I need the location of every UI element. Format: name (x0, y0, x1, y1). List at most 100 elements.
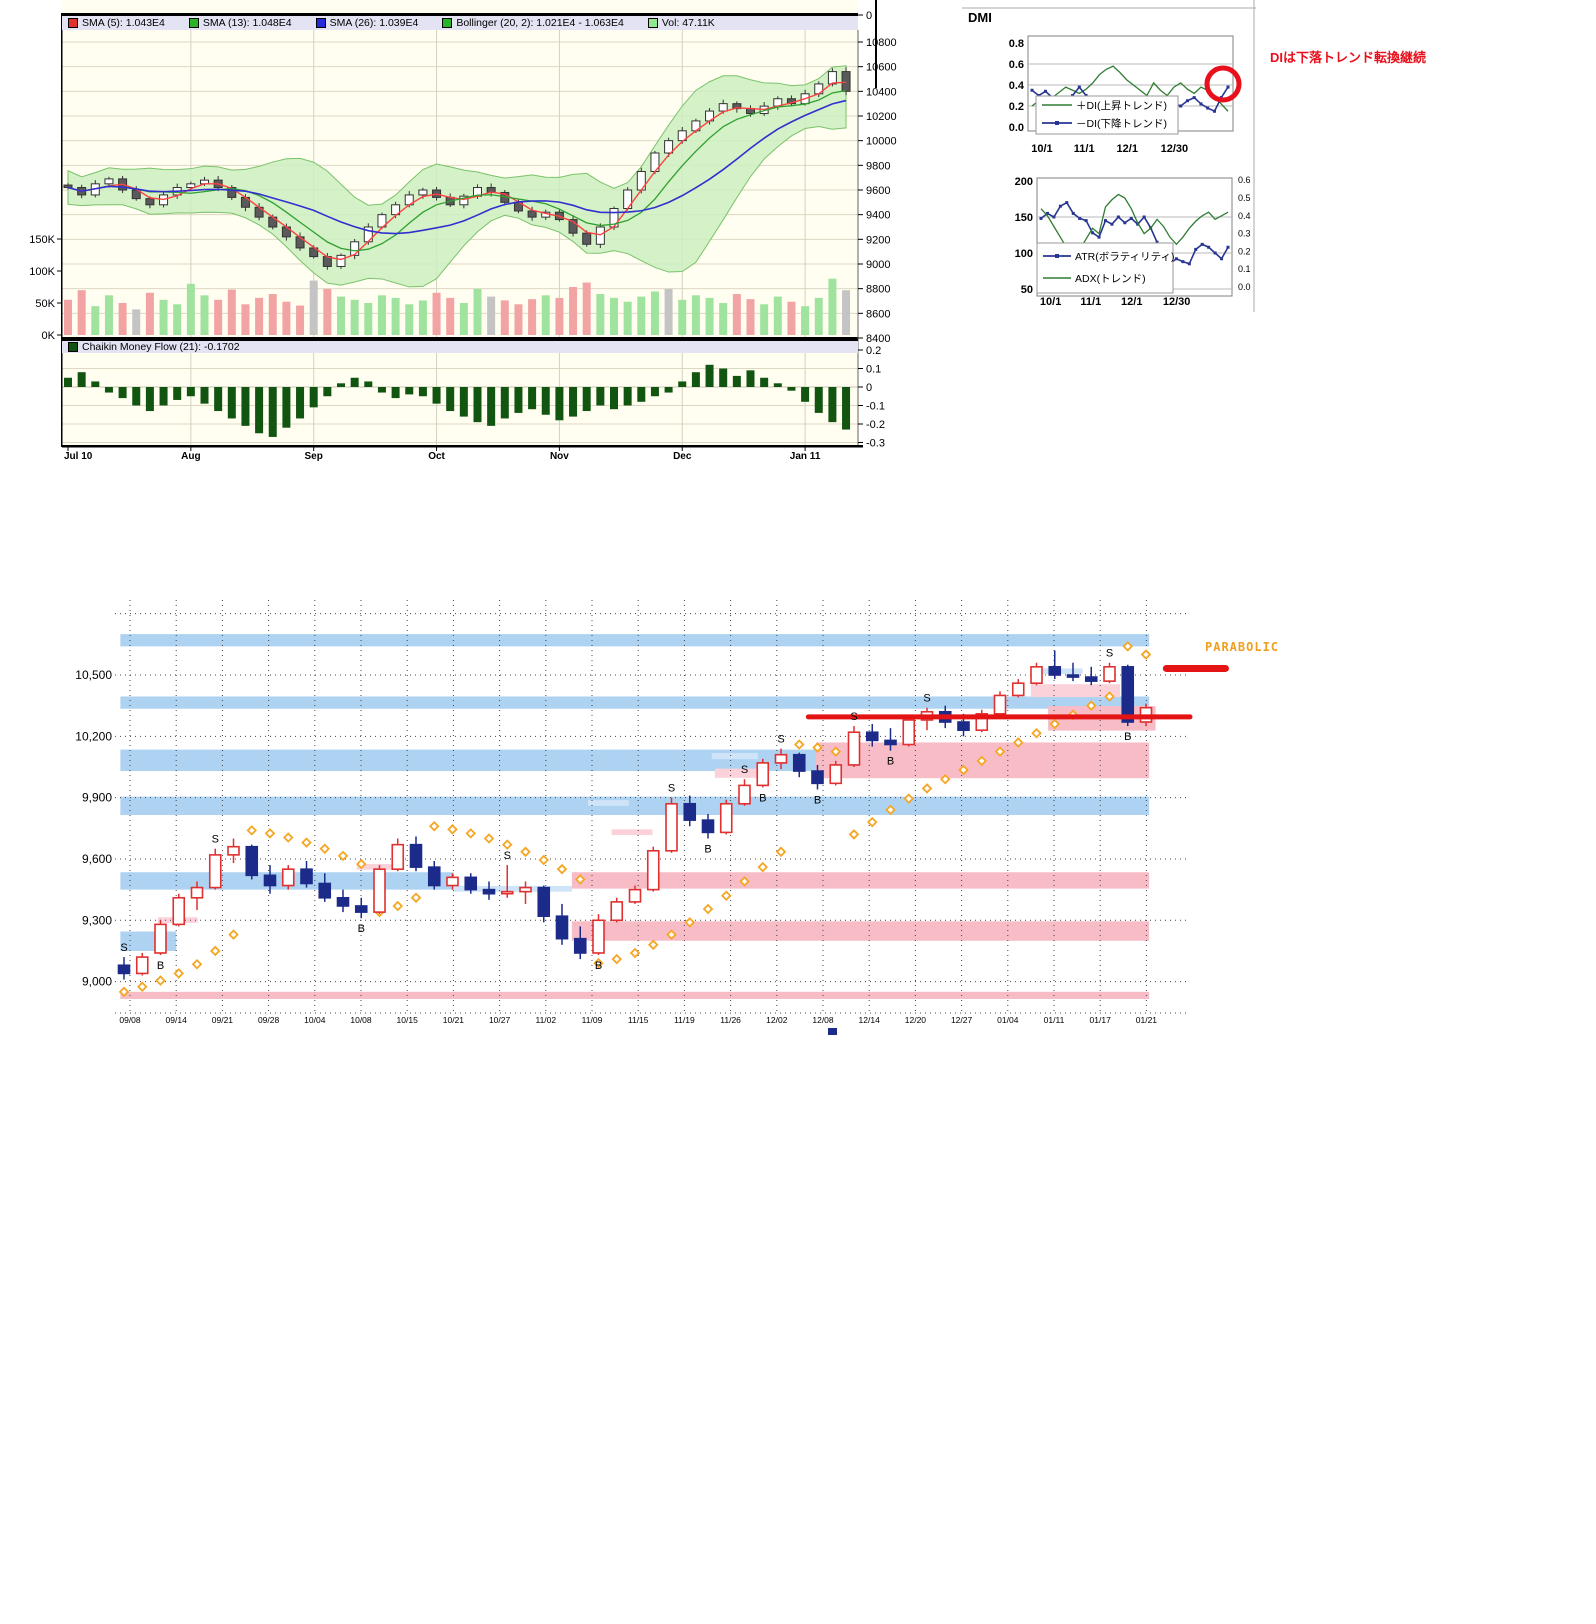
svg-text:9,300: 9,300 (82, 913, 112, 927)
svg-text:0.2: 0.2 (1009, 101, 1024, 113)
bollinger-swatch-icon (442, 18, 453, 28)
svg-text:＋DI(上昇トレンド): ＋DI(上昇トレンド) (1076, 100, 1167, 112)
volume-bars (64, 278, 851, 335)
svg-text:09/28: 09/28 (258, 1015, 280, 1025)
svg-text:12/20: 12/20 (905, 1015, 927, 1025)
svg-text:11/1: 11/1 (1074, 143, 1095, 155)
svg-text:10/1: 10/1 (1040, 296, 1061, 308)
svg-text:11/26: 11/26 (720, 1015, 741, 1025)
svg-text:Jan 11: Jan 11 (790, 451, 821, 462)
svg-text:0.8: 0.8 (1009, 38, 1024, 50)
svg-text:10600: 10600 (866, 62, 897, 74)
svg-text:12/08: 12/08 (812, 1015, 834, 1025)
svg-text:12/27: 12/27 (951, 1015, 973, 1025)
svg-text:100K: 100K (29, 266, 55, 278)
price-axis: 0 10800 10600 10400 10200 10000 9800 9600 9400 92… (29, 10, 896, 450)
svg-text:S: S (850, 711, 857, 723)
candlestick-chart-panel: S S S S S S S S S B B B B B B B B 10,500 10,200 9,900 9,600 9… (60, 590, 1330, 1050)
svg-text:0.4: 0.4 (1238, 211, 1251, 221)
svg-text:0.4: 0.4 (1009, 80, 1025, 92)
svg-text:150: 150 (1015, 212, 1033, 224)
dmi-panel: 0.8 0.6 0.4 0.2 0.0 10/1 11/1 12/1 12/30 ＋DI(上昇トレ… (960, 0, 1596, 330)
dmi-title: DMI (968, 10, 992, 25)
svg-text:S: S (504, 850, 511, 862)
svg-text:B: B (887, 756, 894, 768)
legend-item-bollinger: Bollinger (20, 2): 1.021E4 - 1.063E4 (442, 17, 624, 29)
svg-text:10/27: 10/27 (489, 1015, 511, 1025)
svg-text:9200: 9200 (866, 234, 890, 246)
svg-text:ADX(トレンド): ADX(トレンド) (1075, 273, 1146, 285)
svg-text:150K: 150K (29, 234, 55, 246)
svg-text:0.0: 0.0 (1009, 122, 1024, 134)
sma13-swatch-icon (188, 18, 199, 28)
svg-text:10/15: 10/15 (397, 1015, 419, 1025)
svg-text:01/11: 01/11 (1044, 1015, 1065, 1025)
svg-text:10/08: 10/08 (350, 1015, 372, 1025)
svg-text:10000: 10000 (866, 136, 897, 148)
svg-text:9400: 9400 (866, 210, 890, 222)
svg-text:12/14: 12/14 (859, 1015, 881, 1025)
dmi-annotation: DIは下落トレンド転換継続 (1270, 50, 1427, 65)
svg-text:11/09: 11/09 (582, 1015, 603, 1025)
svg-text:0.0: 0.0 (1238, 282, 1251, 292)
svg-text:-0.2: -0.2 (866, 419, 885, 431)
svg-text:10/04: 10/04 (304, 1015, 326, 1025)
chaikin-bars (64, 364, 851, 437)
svg-text:9600: 9600 (866, 185, 890, 197)
price-chart-panel: 0 10800 10600 10400 10200 10000 9800 9600 9400 92… (29, 0, 910, 465)
svg-text:100: 100 (1015, 248, 1033, 260)
svg-text:0.6: 0.6 (1238, 175, 1251, 185)
svg-text:B: B (704, 844, 711, 856)
svg-text:0.5: 0.5 (1238, 193, 1251, 203)
indicator-legend-bar: SMA (5): 1.043E4 SMA (13): 1.048E4 SMA (… (62, 13, 858, 30)
bollinger-band (67, 65, 847, 288)
svg-text:B: B (595, 960, 602, 972)
svg-text:10/21: 10/21 (443, 1015, 465, 1025)
legend-marker-square (828, 1028, 837, 1035)
svg-text:-0.1: -0.1 (866, 401, 885, 413)
dmi-atr-plots: 0.8 0.6 0.4 0.2 0.0 10/1 11/1 12/1 12/30 ＋DI(上昇トレ… (962, 0, 1256, 312)
svg-text:10200: 10200 (866, 111, 897, 123)
svg-text:S: S (120, 942, 127, 954)
svg-text:S: S (741, 764, 748, 776)
svg-text:ATR(ボラティリティ): ATR(ボラティリティ) (1075, 251, 1174, 263)
volume-swatch-icon (647, 18, 658, 28)
legend-item-sma13: SMA (13): 1.048E4 (188, 17, 292, 29)
svg-text:0.3: 0.3 (1238, 229, 1251, 239)
sma26-swatch-icon (315, 18, 326, 28)
svg-text:0.2: 0.2 (1238, 246, 1251, 256)
month-axis-labels: Jul 10 Aug Sep Oct Nov Dec Jan 11 (64, 447, 821, 462)
parabolic-label: PARABOLIC (1205, 640, 1280, 654)
svg-text:Dec: Dec (673, 451, 692, 462)
svg-text:Oct: Oct (428, 451, 445, 462)
svg-text:S: S (212, 834, 219, 846)
svg-text:9,000: 9,000 (82, 975, 112, 989)
svg-text:S: S (923, 693, 930, 705)
sma5-swatch-icon (68, 18, 78, 28)
svg-text:12/1: 12/1 (1117, 143, 1138, 155)
svg-text:12/30: 12/30 (1163, 296, 1191, 308)
svg-text:0.1: 0.1 (1238, 264, 1251, 274)
svg-text:B: B (358, 923, 365, 935)
svg-text:0.6: 0.6 (1009, 59, 1024, 71)
legend-item-sma5: SMA (5): 1.043E4 (68, 17, 165, 29)
bollinger-label: Bollinger (20, 2): 1.021E4 - 1.063E4 (456, 17, 624, 29)
svg-text:S: S (777, 734, 784, 746)
dotted-grid (115, 600, 1190, 1014)
date-axis-labels: 09/08 09/14 09/21 09/28 10/04 10/08 10/15 10/21… (119, 1015, 1157, 1025)
legend-item-chaikin: Chaikin Money Flow (21): -0.1702 (68, 341, 240, 353)
svg-text:B: B (157, 960, 164, 972)
svg-text:11/19: 11/19 (674, 1015, 695, 1025)
svg-text:50: 50 (1021, 284, 1033, 296)
svg-text:－DI(下降トレンド): －DI(下降トレンド) (1076, 117, 1167, 130)
svg-text:01/04: 01/04 (997, 1015, 1019, 1025)
price-chart-plot: 0 10800 10600 10400 10200 10000 9800 9600 9400 92… (29, 0, 897, 462)
chaikin-swatch-icon (68, 342, 78, 352)
svg-text:09/08: 09/08 (119, 1015, 141, 1025)
red-circle-annotation (1204, 65, 1242, 103)
price-axis-labels: 10,500 10,200 9,900 9,600 9,300 9,000 (75, 668, 112, 989)
svg-text:11/1: 11/1 (1080, 296, 1101, 308)
buy-sell-markers: S S S S S S S S S B B B B B B B B (120, 648, 1131, 972)
sma5-label: SMA (5): 1.043E4 (82, 17, 165, 29)
